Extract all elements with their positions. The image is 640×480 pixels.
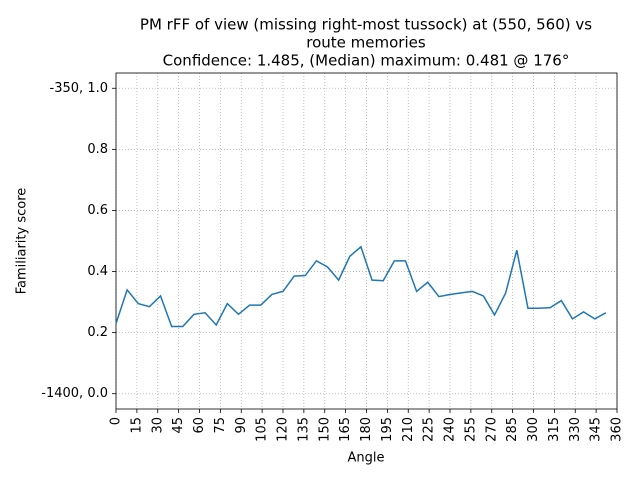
x-tick-label: 0	[109, 417, 124, 425]
y-tick-label: 0.2	[87, 325, 108, 340]
y-axis-label: Familiarity score	[15, 188, 30, 295]
x-tick-label: 135	[296, 417, 311, 442]
y-tick-label: 0.8	[87, 142, 108, 157]
x-tick-label: 270	[484, 417, 499, 442]
y-tick-label: -350, 1.0	[50, 81, 108, 96]
x-tick-label: 165	[338, 417, 353, 442]
chart-title: route memories	[306, 34, 426, 52]
x-tick-label: 210	[401, 417, 416, 442]
x-tick-label: 75	[213, 417, 228, 434]
x-tick-label: 15	[129, 417, 144, 434]
x-tick-label: 120	[276, 417, 291, 442]
x-tick-label: 360	[610, 417, 625, 442]
chart-title: Confidence: 1.485, (Median) maximum: 0.4…	[163, 52, 570, 70]
plot-frame	[115, 72, 618, 410]
chart-title: PM rFF of view (missing right-most tusso…	[140, 16, 592, 34]
y-tick-label: -1400, 0.0	[41, 386, 108, 401]
x-tick-label: 90	[234, 417, 249, 434]
x-tick-label: 30	[150, 417, 165, 434]
x-tick-label: 345	[589, 417, 604, 442]
x-tick-label: 105	[255, 417, 270, 442]
x-tick-label: 180	[359, 417, 374, 442]
x-tick-label: 150	[317, 417, 332, 442]
x-tick-label: 255	[463, 417, 478, 442]
x-tick-label: 285	[505, 417, 520, 442]
x-tick-label: 45	[171, 417, 186, 434]
x-tick-label: 225	[422, 417, 437, 442]
y-tick-label: 0.4	[87, 264, 108, 279]
x-axis-label: Angle	[348, 451, 385, 466]
x-tick-label: 300	[526, 417, 541, 442]
x-tick-label: 60	[192, 417, 207, 434]
data-line	[115, 245, 607, 328]
y-tick-label: 0.6	[87, 203, 108, 218]
x-tick-label: 195	[380, 417, 395, 442]
x-tick-label: 330	[568, 417, 583, 442]
x-tick-label: 240	[443, 417, 458, 442]
x-tick-label: 315	[547, 417, 562, 442]
